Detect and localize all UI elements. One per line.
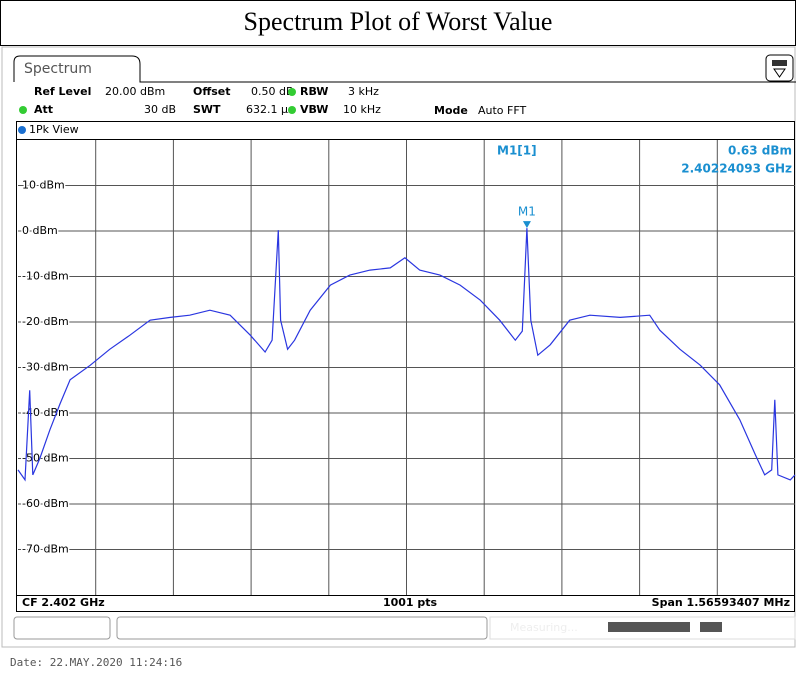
setting-label: VBW: [300, 103, 328, 116]
footer-points: 1001 pts: [383, 596, 438, 609]
setting-label: Mode: [434, 104, 468, 117]
setting-label: SWT: [193, 103, 221, 116]
setting-value: 3 kHz: [348, 85, 379, 98]
menu-icon-arrow: [773, 68, 786, 78]
setting-label: Offset: [193, 85, 231, 98]
view-dot: [18, 126, 26, 134]
view-label: 1Pk View: [29, 123, 79, 136]
y-tick-label: -10 dBm: [22, 270, 69, 283]
marker-label: M1: [518, 205, 536, 219]
marker-frequency: 2.40224093 GHz: [681, 162, 792, 176]
tab-outline: [13, 55, 796, 83]
status-text: Measuring...: [510, 621, 578, 634]
footer-span: Span 1.56593407 MHz: [652, 596, 790, 609]
status-dot: [288, 88, 296, 96]
y-tick-label: -70 dBm: [22, 543, 69, 556]
menu-icon-bar: [772, 60, 787, 66]
status-box: [13, 616, 111, 640]
date: Date: 22.MAY.2020 11:24:16: [10, 656, 182, 669]
setting-label: Ref Level: [34, 85, 91, 98]
y-tick-label: -50 dBm: [22, 452, 69, 465]
setting-label: RBW: [300, 85, 328, 98]
footer-cf: CF 2.402 GHz: [22, 596, 105, 609]
trace: [17, 228, 796, 482]
y-tick-label: 0 dBm: [22, 224, 58, 237]
y-tick-label: -20 dBm: [22, 315, 69, 328]
title-box: [0, 0, 796, 46]
status-dot: [288, 106, 296, 114]
y-tick-label: -30 dBm: [22, 361, 69, 374]
setting-value: 10 kHz: [343, 103, 381, 116]
marker-value: 0.63 dBm: [728, 144, 792, 158]
status-dot: [19, 106, 27, 114]
y-tick-label: 10 dBm: [22, 179, 65, 192]
setting-value: Auto FFT: [478, 104, 526, 117]
marker-readout: M1[1]: [497, 144, 537, 158]
setting-label: Att: [34, 103, 53, 116]
marker-triangle: [522, 221, 531, 229]
progress-bar: [608, 622, 690, 632]
setting-value: 0.50 dB: [251, 85, 294, 98]
status-icon: [700, 622, 722, 632]
y-tick-label: -60 dBm: [22, 497, 69, 510]
setting-value: 632.1 µs: [246, 103, 294, 116]
plot-frame: [16, 121, 795, 612]
status-box: [116, 616, 488, 640]
tab-label[interactable]: Spectrum: [24, 61, 92, 77]
setting-value: 30 dB: [144, 103, 176, 116]
chart-title: Spectrum Plot of Worst Value: [244, 7, 553, 36]
setting-value: 20.00 dBm: [105, 85, 165, 98]
